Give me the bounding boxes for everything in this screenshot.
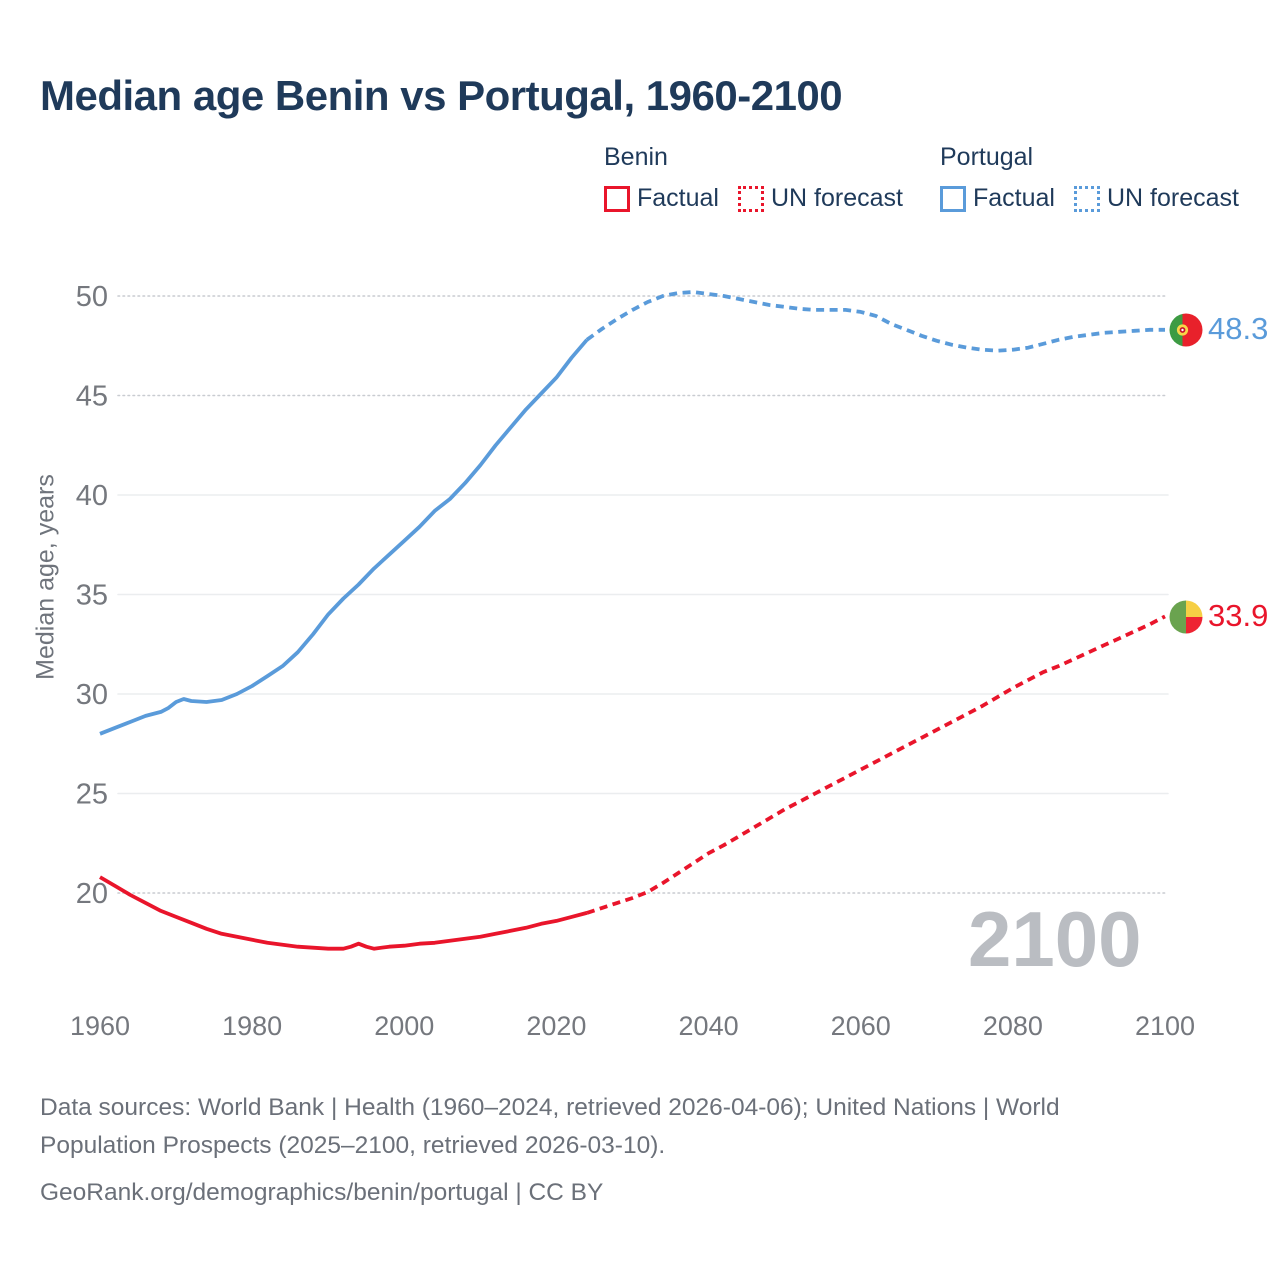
legend-group-benin: Benin Factual UN forecast	[604, 143, 903, 213]
attribution-link: GeoRank.org/demographics/benin/portugal …	[40, 1179, 604, 1206]
legend-item-label: UN forecast	[770, 184, 903, 212]
legend-swatch-dotted-icon	[1073, 185, 1100, 212]
benin-flag-icon	[1169, 600, 1203, 634]
x-tick-label-2000: 2000	[374, 1011, 434, 1041]
y-tick-label-20: 20	[76, 878, 108, 910]
source-line-1: Data sources: World Bank | Health (1960–…	[40, 1094, 1060, 1121]
legend-swatch-solid-icon	[604, 185, 630, 212]
series-line-benin-factual	[99, 875, 588, 951]
series-line-portugal-un-forecast	[585, 290, 1165, 353]
legend-item-portugal-factual[interactable]: Factual	[940, 184, 1055, 213]
legend-swatch-dotted-icon	[737, 185, 764, 212]
portugal-end-value: 48.3	[1208, 311, 1269, 346]
y-tick-label-40: 40	[76, 480, 108, 512]
legend-group-portugal: Portugal Factual UN forecast	[940, 143, 1239, 213]
portugal-flag-icon	[1169, 313, 1203, 347]
legend-item-label: Factual	[637, 184, 719, 212]
benin-end-value: 33.9	[1208, 598, 1269, 633]
legend-item-benin-factual[interactable]: Factual	[604, 184, 719, 213]
series-line-portugal-factual	[99, 338, 589, 736]
legend-item-benin-forecast[interactable]: UN forecast	[737, 184, 903, 213]
legend-item-label: Factual	[973, 184, 1055, 212]
legend-swatch-solid-icon	[940, 185, 966, 212]
year-watermark: 2100	[968, 895, 1142, 983]
source-line-2: Population Prospects (2025–2100, retriev…	[40, 1132, 666, 1159]
x-tick-label-1960: 1960	[70, 1011, 130, 1041]
legend-item-portugal-forecast[interactable]: UN forecast	[1073, 184, 1239, 213]
x-tick-label-1980: 1980	[222, 1011, 282, 1041]
y-tick-label-45: 45	[76, 381, 108, 413]
data-sources-footer: Data sources: World Bank | Health (1960–…	[40, 1089, 1060, 1212]
legend-item-label: UN forecast	[1106, 184, 1239, 212]
y-tick-label-50: 50	[76, 281, 108, 313]
x-tick-label-2040: 2040	[679, 1011, 739, 1041]
x-tick-label-2020: 2020	[526, 1011, 586, 1041]
x-tick-label-2080: 2080	[983, 1011, 1043, 1041]
x-tick-label-2060: 2060	[831, 1011, 891, 1041]
series-line-benin-un-forecast	[586, 614, 1166, 915]
page-title: Median age Benin vs Portugal, 1960-2100	[40, 72, 843, 119]
x-tick-label-2100: 2100	[1135, 1011, 1195, 1041]
legend-group-title-portugal: Portugal	[940, 143, 1034, 171]
y-tick-label-30: 30	[76, 679, 108, 711]
y-tick-label-25: 25	[76, 779, 108, 811]
legend-group-title-benin: Benin	[604, 143, 668, 171]
y-tick-label-35: 35	[76, 580, 108, 612]
